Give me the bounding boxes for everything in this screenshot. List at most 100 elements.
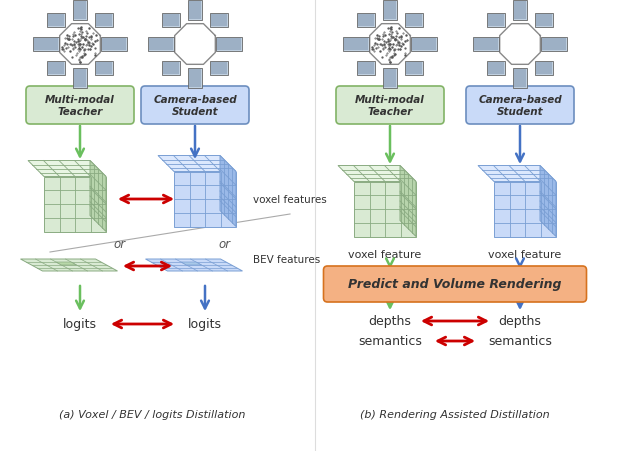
FancyBboxPatch shape bbox=[47, 14, 65, 28]
FancyBboxPatch shape bbox=[513, 1, 527, 21]
FancyBboxPatch shape bbox=[466, 87, 574, 125]
FancyBboxPatch shape bbox=[487, 62, 505, 76]
Text: semantics: semantics bbox=[488, 335, 552, 348]
FancyBboxPatch shape bbox=[412, 39, 436, 51]
Text: depths: depths bbox=[498, 315, 541, 328]
Polygon shape bbox=[370, 25, 410, 65]
FancyBboxPatch shape bbox=[95, 62, 113, 76]
Text: voxel features: voxel features bbox=[253, 194, 327, 205]
FancyBboxPatch shape bbox=[101, 38, 127, 52]
FancyBboxPatch shape bbox=[211, 15, 227, 27]
FancyBboxPatch shape bbox=[536, 15, 552, 27]
FancyBboxPatch shape bbox=[383, 1, 397, 21]
FancyBboxPatch shape bbox=[474, 39, 498, 51]
Polygon shape bbox=[478, 166, 556, 182]
FancyBboxPatch shape bbox=[357, 14, 375, 28]
FancyBboxPatch shape bbox=[210, 62, 228, 76]
FancyBboxPatch shape bbox=[411, 38, 437, 52]
FancyBboxPatch shape bbox=[95, 14, 113, 28]
Text: (b) Rendering Assisted Distillation: (b) Rendering Assisted Distillation bbox=[360, 409, 550, 419]
Polygon shape bbox=[28, 161, 106, 177]
Polygon shape bbox=[146, 259, 243, 272]
FancyBboxPatch shape bbox=[163, 15, 179, 27]
Text: depths: depths bbox=[369, 315, 411, 328]
Polygon shape bbox=[21, 259, 118, 272]
FancyBboxPatch shape bbox=[384, 70, 396, 88]
FancyBboxPatch shape bbox=[344, 39, 368, 51]
FancyBboxPatch shape bbox=[217, 39, 241, 51]
FancyBboxPatch shape bbox=[73, 69, 87, 89]
Polygon shape bbox=[181, 262, 202, 265]
FancyBboxPatch shape bbox=[47, 62, 65, 76]
FancyBboxPatch shape bbox=[473, 38, 499, 52]
FancyBboxPatch shape bbox=[148, 38, 174, 52]
Polygon shape bbox=[494, 182, 556, 237]
Polygon shape bbox=[338, 166, 416, 182]
FancyBboxPatch shape bbox=[48, 63, 64, 75]
FancyBboxPatch shape bbox=[406, 63, 422, 75]
Polygon shape bbox=[500, 25, 541, 65]
Polygon shape bbox=[56, 262, 76, 265]
Text: Predict and Volume Rendering: Predict and Volume Rendering bbox=[348, 278, 562, 291]
Text: or: or bbox=[219, 238, 231, 251]
Polygon shape bbox=[175, 25, 215, 65]
Text: Multi-modal
Teacher: Multi-modal Teacher bbox=[45, 95, 115, 116]
FancyBboxPatch shape bbox=[384, 2, 396, 20]
FancyBboxPatch shape bbox=[406, 15, 422, 27]
FancyBboxPatch shape bbox=[188, 1, 202, 21]
FancyBboxPatch shape bbox=[102, 39, 126, 51]
Polygon shape bbox=[44, 177, 106, 232]
Text: logits: logits bbox=[63, 318, 97, 331]
FancyBboxPatch shape bbox=[358, 63, 374, 75]
FancyBboxPatch shape bbox=[149, 39, 173, 51]
FancyBboxPatch shape bbox=[48, 15, 64, 27]
FancyBboxPatch shape bbox=[488, 63, 504, 75]
Polygon shape bbox=[90, 161, 106, 232]
FancyBboxPatch shape bbox=[210, 14, 228, 28]
FancyBboxPatch shape bbox=[405, 62, 423, 76]
FancyBboxPatch shape bbox=[162, 62, 180, 76]
FancyBboxPatch shape bbox=[323, 267, 587, 302]
Text: voxel feature: voxel feature bbox=[488, 249, 561, 259]
Polygon shape bbox=[540, 166, 556, 237]
FancyBboxPatch shape bbox=[405, 14, 423, 28]
FancyBboxPatch shape bbox=[541, 38, 567, 52]
Text: BEV features: BEV features bbox=[253, 254, 320, 264]
Text: voxel feature: voxel feature bbox=[348, 249, 421, 259]
Polygon shape bbox=[158, 156, 236, 172]
FancyBboxPatch shape bbox=[383, 69, 397, 89]
FancyBboxPatch shape bbox=[26, 87, 134, 125]
FancyBboxPatch shape bbox=[336, 87, 444, 125]
Text: Camera-based
Student: Camera-based Student bbox=[478, 95, 562, 116]
FancyBboxPatch shape bbox=[96, 63, 112, 75]
FancyBboxPatch shape bbox=[96, 15, 112, 27]
FancyBboxPatch shape bbox=[514, 2, 526, 20]
Text: semantics: semantics bbox=[358, 335, 422, 348]
FancyBboxPatch shape bbox=[343, 38, 369, 52]
FancyBboxPatch shape bbox=[513, 69, 527, 89]
FancyBboxPatch shape bbox=[188, 69, 202, 89]
FancyBboxPatch shape bbox=[74, 70, 86, 88]
FancyBboxPatch shape bbox=[216, 38, 242, 52]
FancyBboxPatch shape bbox=[34, 39, 58, 51]
FancyBboxPatch shape bbox=[542, 39, 566, 51]
FancyBboxPatch shape bbox=[73, 1, 87, 21]
Text: Camera-based
Student: Camera-based Student bbox=[153, 95, 237, 116]
FancyBboxPatch shape bbox=[536, 63, 552, 75]
FancyBboxPatch shape bbox=[141, 87, 249, 125]
FancyBboxPatch shape bbox=[488, 15, 504, 27]
FancyBboxPatch shape bbox=[535, 62, 553, 76]
FancyBboxPatch shape bbox=[74, 2, 86, 20]
FancyBboxPatch shape bbox=[535, 14, 553, 28]
Polygon shape bbox=[354, 182, 416, 237]
FancyBboxPatch shape bbox=[189, 70, 201, 88]
Polygon shape bbox=[60, 25, 100, 65]
Text: Multi-modal
Teacher: Multi-modal Teacher bbox=[355, 95, 425, 116]
Text: (a) Voxel / BEV / logits Distillation: (a) Voxel / BEV / logits Distillation bbox=[59, 409, 245, 419]
Text: logits: logits bbox=[188, 318, 222, 331]
FancyBboxPatch shape bbox=[514, 70, 526, 88]
Polygon shape bbox=[220, 156, 236, 227]
Polygon shape bbox=[400, 166, 416, 237]
FancyBboxPatch shape bbox=[357, 62, 375, 76]
FancyBboxPatch shape bbox=[358, 15, 374, 27]
